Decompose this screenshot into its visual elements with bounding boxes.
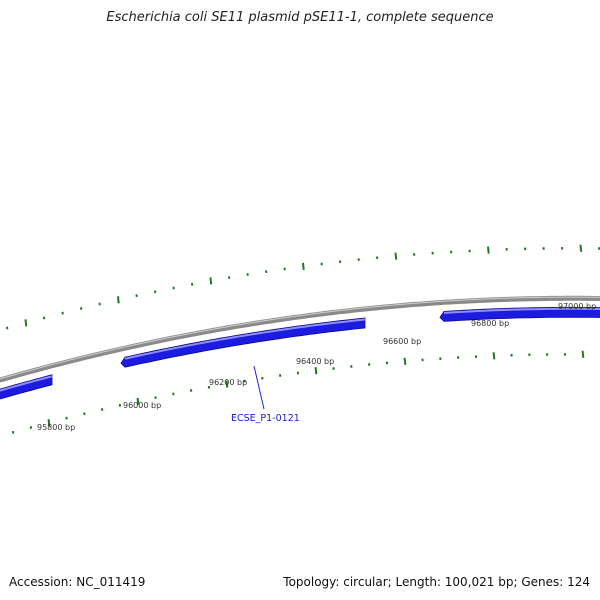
gene-label[interactable]: ECSE_P1-0121 [231, 413, 300, 424]
backbone-line [0, 295, 600, 383]
gene-highlight [0, 375, 53, 392]
outer-tick-track [6, 244, 600, 330]
inner-tick-track [12, 350, 585, 434]
major-tick [487, 246, 490, 254]
major-tick [47, 419, 51, 427]
tick-label: 97000 bp [558, 302, 596, 311]
tick-label: 96800 bp [471, 319, 509, 328]
gene-track [0, 306, 600, 402]
tick-label: 96400 bp [296, 357, 334, 366]
major-tick [394, 252, 398, 260]
topology-summary: Topology: circular; Length: 100,021 bp; … [283, 575, 590, 589]
major-tick [581, 350, 585, 358]
callout-line [253, 365, 265, 410]
major-tick [225, 380, 229, 388]
map-title: Escherichia coli SE11 plasmid pSE11-1, c… [106, 10, 494, 25]
backbone-highlight [0, 296, 600, 380]
tick-label: 95800 bp [37, 423, 75, 432]
gene-highlight [124, 318, 366, 360]
gene-callouts: ECSE_P1-0121 [231, 365, 300, 424]
major-tick [403, 357, 407, 365]
tick-label: 96600 bp [383, 337, 421, 346]
accession-text: Accession: NC_011419 [9, 575, 146, 589]
major-tick [136, 397, 140, 405]
major-tick [117, 296, 120, 304]
gene-feature[interactable] [0, 374, 53, 402]
gene-highlight [443, 307, 600, 314]
sequence-backbone [0, 295, 600, 383]
gene-feature[interactable] [120, 317, 366, 368]
tick-label: 96200 bp [209, 378, 247, 387]
major-tick [209, 277, 213, 285]
major-tick [579, 244, 583, 252]
tick-labels: 95800 bp 96000 bp 96200 bp 96400 bp 96600 bp… [37, 302, 596, 432]
major-tick [492, 352, 496, 360]
major-tick [24, 319, 28, 327]
major-tick [314, 367, 318, 375]
tick-label: 96000 bp [123, 401, 161, 410]
major-tick [302, 262, 305, 270]
